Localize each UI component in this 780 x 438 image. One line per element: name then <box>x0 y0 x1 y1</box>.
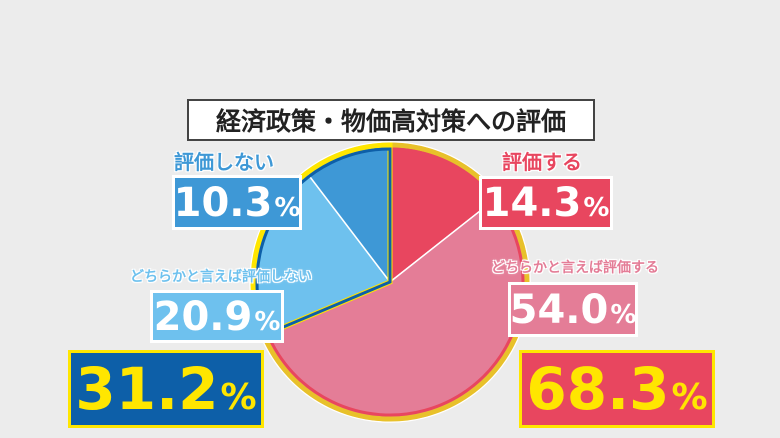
value-hyouka-shinai: 10.3% <box>172 175 302 230</box>
value-hyouka-suru-pct: % <box>583 193 610 223</box>
label-dochira-shinai: どちらかと言えば評価しない <box>130 269 312 285</box>
pie-slice-2 <box>260 194 531 423</box>
total-negative-pct: % <box>220 376 257 418</box>
label-dochira-suru: どちらかと言えば評価する <box>491 260 659 276</box>
value-dochira-shinai-number: 20.9 <box>153 293 253 340</box>
group-outline-positive-inner <box>265 147 525 417</box>
label-hyouka-suru: 評価する <box>502 150 582 174</box>
value-dochira-suru-pct: % <box>610 299 637 330</box>
total-positive-pct: % <box>671 376 708 418</box>
value-hyouka-suru-number: 14.3 <box>482 180 582 226</box>
value-dochira-shinai: 20.9% <box>150 290 284 343</box>
value-hyouka-shinai-number: 10.3 <box>173 179 273 226</box>
chart-title: 経済政策・物価高対策への評価 <box>187 99 595 141</box>
total-positive-number: 68.3 <box>526 355 670 423</box>
label-hyouka-shinai: 評価しない <box>174 150 274 174</box>
total-negative-box: 31.2% <box>68 350 264 428</box>
pie-slice-4 <box>304 141 391 285</box>
value-dochira-suru: 54.0% <box>508 282 638 337</box>
value-hyouka-shinai-pct: % <box>274 192 301 223</box>
value-dochira-shinai-pct: % <box>254 306 281 337</box>
value-hyouka-suru: 14.3% <box>479 176 613 230</box>
total-positive-box: 68.3% <box>519 350 715 428</box>
total-negative-number: 31.2 <box>75 355 219 423</box>
value-dochira-suru-number: 54.0 <box>509 286 609 333</box>
group-outline-positive <box>260 142 530 422</box>
